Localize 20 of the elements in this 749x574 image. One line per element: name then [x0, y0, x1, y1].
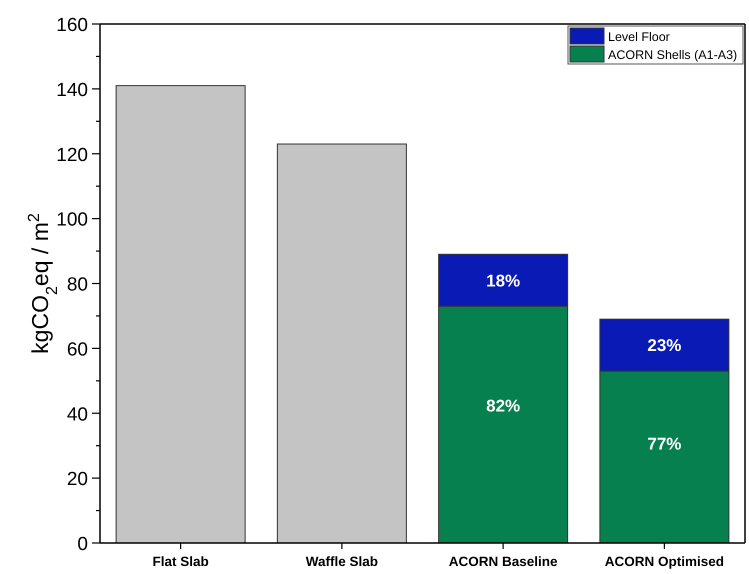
- y-tick-label: 40: [66, 404, 88, 426]
- legend-label: Level Floor: [608, 30, 670, 44]
- annotation: 18%: [486, 271, 520, 290]
- x-tick-label: ACORN Optimised: [604, 554, 724, 569]
- x-tick-label: Flat Slab: [152, 554, 209, 569]
- y-tick-label: 120: [56, 144, 88, 166]
- x-tick-label: Waffle Slab: [306, 554, 378, 569]
- bar: [116, 85, 246, 544]
- y-tick-label: 80: [66, 274, 88, 296]
- annotation: 82%: [486, 396, 520, 416]
- annotation: 77%: [647, 434, 682, 454]
- legend-label: ACORN Shells (A1-A3): [608, 48, 738, 62]
- y-tick-label: 60: [66, 339, 88, 360]
- bar: [276, 144, 407, 544]
- y-tick-label: 160: [56, 15, 88, 36]
- y-tick-label: 20: [66, 469, 88, 490]
- x-tick-label: ACORN Baseline: [448, 554, 558, 569]
- y-tick-label: 0: [77, 534, 88, 555]
- y-tick-label: 140: [56, 80, 88, 101]
- annotation: 23%: [647, 336, 682, 356]
